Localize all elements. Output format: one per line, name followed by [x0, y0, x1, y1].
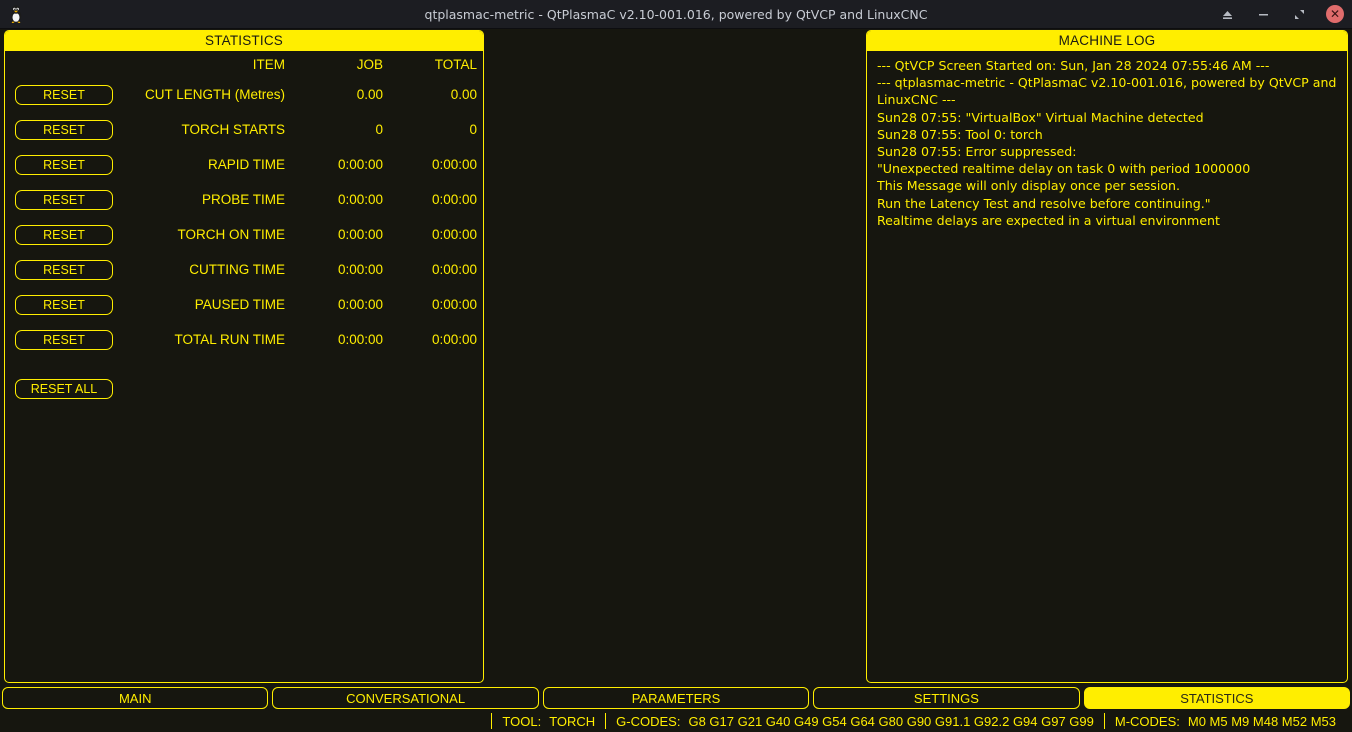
table-header-row: ITEM JOB TOTAL: [5, 51, 483, 77]
table-row: RESET PAUSED TIME 0:00:00 0:00:00: [5, 287, 483, 322]
row-job-paused-time: 0:00:00: [337, 297, 383, 312]
reset-button-torch-on-time[interactable]: RESET: [15, 224, 113, 245]
reset-button-probe-time[interactable]: RESET: [15, 189, 113, 210]
tab-main[interactable]: MAIN: [2, 687, 269, 709]
machine-log-panel-title: MACHINE LOG: [867, 31, 1347, 51]
row-total-torch-starts: 0: [469, 122, 477, 137]
status-mcodes-label: M-CODES:: [1114, 713, 1180, 729]
machine-log-text[interactable]: --- QtVCP Screen Started on: Sun, Jan 28…: [877, 58, 1337, 228]
machine-log-panel: MACHINE LOG --- QtVCP Screen Started on:…: [866, 30, 1348, 683]
statistics-panel: STATISTICS ITEM JOB TOTAL RESET CUT LENG…: [4, 30, 484, 683]
statistics-rows: RESET CUT LENGTH (Metres) 0.00 0.00 RESE…: [5, 77, 483, 357]
table-row: RESET CUT LENGTH (Metres) 0.00 0.00: [5, 77, 483, 112]
reset-button-paused-time[interactable]: RESET: [15, 294, 113, 315]
row-job-cutting-time: 0:00:00: [337, 262, 383, 277]
tab-conversational[interactable]: CONVERSATIONAL: [272, 687, 539, 709]
row-total-cutting-time: 0:00:00: [431, 262, 477, 277]
row-total-rapid-time: 0:00:00: [431, 157, 477, 172]
minimize-icon[interactable]: [1254, 5, 1272, 23]
status-tool-label: TOOL:: [502, 713, 542, 729]
statistics-body: ITEM JOB TOTAL RESET CUT LENGTH (Metres)…: [5, 51, 483, 682]
reset-button-cut-length[interactable]: RESET: [15, 84, 113, 105]
row-label-paused-time: PAUSED TIME: [194, 297, 285, 312]
row-label-probe-time: PROBE TIME: [201, 192, 285, 207]
tab-settings[interactable]: SETTINGS: [813, 687, 1080, 709]
status-mcodes-value: M0 M5 M9 M48 M52 M53: [1187, 713, 1336, 729]
window-controls: ✕: [1218, 0, 1344, 28]
main-tab-bar: MAIN CONVERSATIONAL PARAMETERS SETTINGS …: [0, 686, 1352, 710]
reset-all-button[interactable]: RESET ALL: [15, 379, 113, 399]
row-total-total-run-time: 0:00:00: [431, 332, 477, 347]
column-header-item: ITEM: [252, 56, 285, 72]
row-job-probe-time: 0:00:00: [337, 192, 383, 207]
window-title: qtplasmac-metric - QtPlasmaC v2.10-001.0…: [424, 6, 928, 22]
row-total-torch-on-time: 0:00:00: [431, 227, 477, 242]
status-tool-group: TOOL: TORCH: [491, 713, 605, 729]
row-job-torch-starts: 0: [375, 122, 383, 137]
column-header-job: JOB: [356, 56, 383, 72]
status-mcodes-group: M-CODES: M0 M5 M9 M48 M52 M53: [1103, 713, 1346, 729]
row-label-cutting-time: CUTTING TIME: [189, 262, 285, 277]
row-label-cut-length: CUT LENGTH (Metres): [144, 87, 285, 102]
eject-icon[interactable]: [1218, 5, 1236, 23]
row-job-total-run-time: 0:00:00: [337, 332, 383, 347]
reset-button-rapid-time[interactable]: RESET: [15, 154, 113, 175]
column-header-total: TOTAL: [434, 56, 477, 72]
table-row: RESET RAPID TIME 0:00:00 0:00:00: [5, 147, 483, 182]
status-bar: TOOL: TORCH G-CODES: G8 G17 G21 G40 G49 …: [0, 710, 1352, 732]
tab-parameters[interactable]: PARAMETERS: [542, 687, 810, 709]
table-row: RESET PROBE TIME 0:00:00 0:00:00: [5, 182, 483, 217]
row-job-rapid-time: 0:00:00: [337, 157, 383, 172]
maximize-restore-icon[interactable]: [1290, 5, 1308, 23]
tab-statistics[interactable]: STATISTICS: [1083, 687, 1351, 709]
row-label-total-run-time: TOTAL RUN TIME: [174, 332, 285, 347]
statistics-table: ITEM JOB TOTAL RESET CUT LENGTH (Metres)…: [5, 51, 483, 357]
reset-button-cutting-time[interactable]: RESET: [15, 259, 113, 280]
status-gcodes-label: G-CODES:: [616, 713, 681, 729]
table-row: RESET TORCH STARTS 0 0: [5, 112, 483, 147]
table-row: RESET CUTTING TIME 0:00:00 0:00:00: [5, 252, 483, 287]
row-job-torch-on-time: 0:00:00: [337, 227, 383, 242]
reset-button-torch-starts[interactable]: RESET: [15, 119, 113, 140]
column-header-action: [5, 51, 135, 77]
title-bar: qtplasmac-metric - QtPlasmaC v2.10-001.0…: [0, 0, 1352, 29]
row-job-cut-length: 0.00: [356, 87, 383, 102]
row-total-probe-time: 0:00:00: [431, 192, 477, 207]
row-total-paused-time: 0:00:00: [431, 297, 477, 312]
tux-penguin-icon: [6, 4, 26, 24]
row-label-rapid-time: RAPID TIME: [207, 157, 285, 172]
reset-all-container: RESET ALL: [5, 379, 483, 399]
table-row: RESET TOTAL RUN TIME 0:00:00 0:00:00: [5, 322, 483, 357]
close-icon[interactable]: ✕: [1326, 5, 1344, 23]
status-gcodes-value: G8 G17 G21 G40 G49 G54 G64 G80 G90 G91.1…: [688, 713, 1094, 729]
statistics-panel-title: STATISTICS: [5, 31, 483, 51]
row-label-torch-on-time: TORCH ON TIME: [177, 227, 285, 242]
table-row: RESET TORCH ON TIME 0:00:00 0:00:00: [5, 217, 483, 252]
row-label-torch-starts: TORCH STARTS: [181, 122, 285, 137]
row-total-cut-length: 0.00: [450, 87, 477, 102]
status-gcodes-group: G-CODES: G8 G17 G21 G40 G49 G54 G64 G80 …: [605, 713, 1104, 729]
status-tool-value: TORCH: [549, 713, 596, 729]
reset-button-total-run-time[interactable]: RESET: [15, 329, 113, 350]
